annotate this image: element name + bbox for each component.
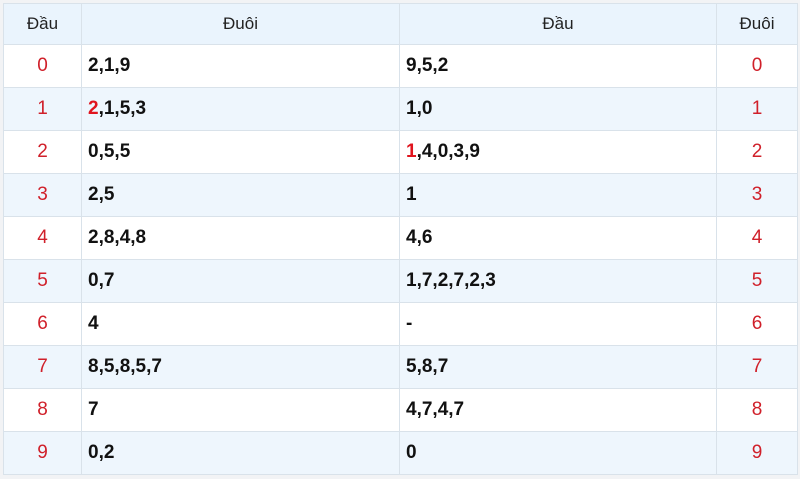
value-text: 9,5,2 [406,55,449,76]
right-number-cell: 1 [716,87,798,131]
right-number-cell: 8 [716,388,798,432]
left-number-cell: 1 [3,87,82,131]
value-text: 1,7,2,7,2,3 [406,270,496,291]
left-values-cell: 2,1,5,3 [81,87,400,131]
value-text: 2,8,4,8 [88,227,147,248]
left-number-cell: 0 [3,44,82,88]
left-values-cell: 0,2 [81,431,400,475]
left-number-cell: 4 [3,216,82,260]
value-text: - [406,313,413,334]
table-row: 1 2,1,5,3 1,0 1 [3,87,798,131]
table-row: 4 2,8,4,8 4,6 4 [3,216,798,260]
left-number-cell: 3 [3,173,82,217]
value-text: 4 [88,313,99,334]
highlighted-digit: 1 [406,141,417,162]
value-text: 4,7,4,7 [406,399,465,420]
right-number-cell: 7 [716,345,798,389]
header-dau-left: Đầu [3,3,82,45]
left-number-cell: 9 [3,431,82,475]
header-duoi-right: Đuôi [716,3,798,45]
value-text: 1,0 [406,98,433,119]
loto-head-tail-table: Đầu Đuôi Đầu Đuôi 0 2,1,9 9,5,2 0 1 2,1,5,3 1,… [3,3,798,475]
left-number-cell: 6 [3,302,82,346]
table-row: 9 0,2 0 9 [3,431,798,475]
left-values-cell: 2,8,4,8 [81,216,400,260]
right-values-cell: - [399,302,717,346]
left-values-cell: 0,5,5 [81,130,400,174]
table-row: 3 2,5 1 3 [3,173,798,217]
header-dau-right: Đầu [399,3,717,45]
left-number-cell: 7 [3,345,82,389]
header-row: Đầu Đuôi Đầu Đuôi [3,3,798,45]
left-number-cell: 8 [3,388,82,432]
highlighted-digit: 2 [88,98,99,119]
right-values-cell: 0 [399,431,717,475]
value-text: 0,7 [88,270,115,291]
right-number-cell: 6 [716,302,798,346]
value-text: 0 [406,442,417,463]
right-number-cell: 0 [716,44,798,88]
table-row: 7 8,5,8,5,7 5,8,7 7 [3,345,798,389]
left-values-cell: 2,1,9 [81,44,400,88]
table-row: 2 0,5,5 1,4,0,3,9 2 [3,130,798,174]
left-number-cell: 5 [3,259,82,303]
value-text: 5,8,7 [406,356,449,377]
left-values-cell: 0,7 [81,259,400,303]
right-values-cell: 4,6 [399,216,717,260]
value-text: 0,5,5 [88,141,131,162]
value-text: 1 [406,184,417,205]
header-duoi-left: Đuôi [81,3,400,45]
value-text: 7 [88,399,99,420]
value-text: 2,1,9 [88,55,131,76]
right-number-cell: 3 [716,173,798,217]
value-text: 0,2 [88,442,115,463]
left-number-cell: 2 [3,130,82,174]
value-text: 2,5 [88,184,115,205]
value-text: 4,6 [406,227,433,248]
right-values-cell: 1 [399,173,717,217]
right-values-cell: 5,8,7 [399,345,717,389]
table-row: 8 7 4,7,4,7 8 [3,388,798,432]
right-values-cell: 1,0 [399,87,717,131]
right-values-cell: 9,5,2 [399,44,717,88]
table-row: 0 2,1,9 9,5,2 0 [3,44,798,88]
right-number-cell: 5 [716,259,798,303]
right-values-cell: 4,7,4,7 [399,388,717,432]
right-number-cell: 9 [716,431,798,475]
right-values-cell: 1,7,2,7,2,3 [399,259,717,303]
left-values-cell: 2,5 [81,173,400,217]
value-text: ,1,5,3 [98,98,147,119]
left-values-cell: 7 [81,388,400,432]
left-values-cell: 8,5,8,5,7 [81,345,400,389]
value-text: ,4,0,3,9 [416,141,480,162]
right-number-cell: 4 [716,216,798,260]
right-values-cell: 1,4,0,3,9 [399,130,717,174]
right-number-cell: 2 [716,130,798,174]
left-values-cell: 4 [81,302,400,346]
value-text: 8,5,8,5,7 [88,356,162,377]
table-row: 5 0,7 1,7,2,7,2,3 5 [3,259,798,303]
